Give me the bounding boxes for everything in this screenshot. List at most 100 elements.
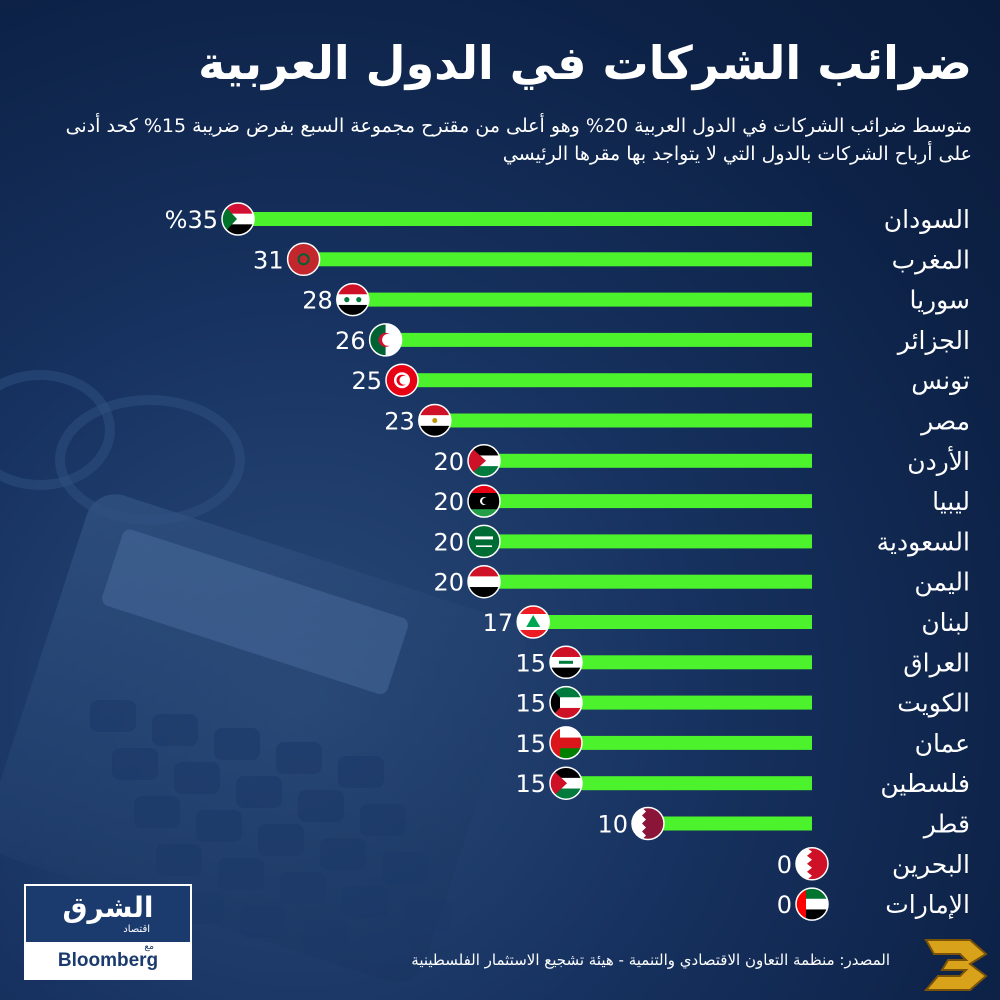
bar-row: اليمن 20 bbox=[433, 564, 970, 599]
morocco-flag bbox=[286, 242, 321, 277]
saudi-flag bbox=[467, 524, 501, 559]
yemen-flag bbox=[467, 564, 501, 599]
value-label: 23 bbox=[384, 408, 415, 436]
asharq-bloomberg-logo: الشرق اقتصاد مع Bloomberg bbox=[24, 884, 192, 980]
calculator-key bbox=[280, 872, 326, 904]
bar bbox=[434, 413, 812, 428]
calculator-key bbox=[218, 858, 264, 890]
corner-brand-icon bbox=[923, 939, 988, 991]
algeria-flag bbox=[368, 323, 403, 357]
category-label: مصر bbox=[919, 407, 970, 436]
bar-row: العراق 15 bbox=[515, 645, 970, 680]
calculator-key bbox=[342, 886, 388, 918]
calculator-key bbox=[338, 756, 384, 788]
value-label: 31 bbox=[253, 246, 284, 274]
value-label: 0 bbox=[777, 851, 792, 879]
logo-sub-text: اقتصاد bbox=[123, 924, 150, 935]
bar bbox=[566, 735, 812, 750]
bar-row: الإمارات 0 bbox=[777, 887, 970, 921]
bar bbox=[484, 494, 812, 509]
bar bbox=[566, 695, 812, 710]
qatar-flag bbox=[631, 806, 665, 841]
value-label: 10 bbox=[597, 811, 628, 839]
bar-row: قطر 10 bbox=[597, 806, 970, 841]
value-label: 15 bbox=[515, 770, 546, 798]
category-label: البحرين bbox=[892, 850, 970, 879]
calculator-key bbox=[156, 844, 202, 876]
bar bbox=[648, 816, 812, 831]
bar-row: السعودية 20 bbox=[433, 524, 970, 559]
value-label: 20 bbox=[433, 448, 464, 476]
value-label: 15 bbox=[515, 730, 546, 758]
libya-flag bbox=[467, 484, 501, 518]
calculator-key bbox=[112, 748, 158, 780]
category-label: الإمارات bbox=[885, 890, 970, 919]
logo-top-panel: الشرق اقتصاد bbox=[26, 886, 190, 942]
calculator-key bbox=[298, 790, 344, 822]
calculator-key bbox=[364, 934, 410, 966]
value-label: 20 bbox=[433, 528, 464, 556]
calculator-key bbox=[404, 900, 450, 932]
oman-flag bbox=[549, 726, 583, 760]
logo-partner-text: Bloomberg bbox=[57, 950, 159, 971]
syria-flag bbox=[336, 282, 370, 317]
calculator-key bbox=[214, 728, 260, 760]
calculator-key bbox=[236, 776, 282, 808]
calculator-key bbox=[90, 700, 136, 732]
calculator-key bbox=[196, 810, 242, 842]
bar-row: فلسطين 15 bbox=[515, 766, 970, 800]
calculator-key bbox=[276, 742, 322, 774]
bar-row: عمان 15 bbox=[515, 726, 970, 760]
category-label: اليمن bbox=[914, 568, 970, 597]
calculator-key bbox=[240, 906, 286, 938]
bahrain-flag bbox=[795, 847, 829, 881]
bar bbox=[566, 776, 812, 791]
category-label: ليبيا bbox=[932, 487, 970, 516]
jordan-flag bbox=[467, 444, 501, 478]
bar-row: لبنان 17 bbox=[483, 605, 970, 639]
lebanon-flag bbox=[516, 605, 550, 639]
calculator-key bbox=[302, 920, 348, 952]
logo-bottom-panel: مع Bloomberg bbox=[26, 942, 190, 978]
calculator-key bbox=[382, 852, 428, 884]
category-label: السودان bbox=[884, 205, 970, 234]
bar bbox=[484, 453, 812, 468]
value-label: 0 bbox=[777, 891, 792, 919]
bar bbox=[533, 615, 812, 629]
iraq-flag bbox=[549, 645, 583, 680]
page-title: ضرائب الشركات في الدول العربية bbox=[198, 36, 972, 90]
category-label: تونس bbox=[911, 366, 970, 395]
category-label: الأردن bbox=[907, 445, 970, 476]
category-label: العراق bbox=[903, 648, 970, 677]
bar-row: سوريا 28 bbox=[302, 282, 970, 317]
bar bbox=[352, 292, 812, 307]
value-label: 25 bbox=[351, 367, 382, 395]
value-label: 26 bbox=[335, 327, 366, 355]
page-subtitle: متوسط ضرائب الشركات في الدول العربية 20%… bbox=[65, 115, 972, 165]
calculator-key bbox=[360, 804, 406, 836]
tunisia-flag bbox=[385, 363, 419, 397]
category-label: الجزائر bbox=[896, 326, 970, 355]
bar-row: الجزائر 26 bbox=[335, 323, 970, 357]
category-label: الكويت bbox=[897, 689, 970, 718]
calculator-key bbox=[426, 948, 472, 980]
bar-row: الأردن 20 bbox=[433, 444, 970, 478]
calculator-key bbox=[258, 824, 304, 856]
value-label: %35 bbox=[165, 206, 218, 234]
palestine-flag bbox=[549, 766, 583, 800]
value-label: 20 bbox=[433, 569, 464, 597]
bar bbox=[484, 534, 812, 549]
sudan-flag bbox=[221, 202, 255, 236]
uae-flag bbox=[795, 887, 829, 921]
bar-row: الكويت 15 bbox=[515, 685, 970, 720]
bar bbox=[238, 212, 812, 226]
category-label: السعودية bbox=[877, 527, 970, 556]
bar bbox=[566, 655, 812, 670]
bar-row: السودان %35 bbox=[165, 202, 970, 236]
category-label: لبنان bbox=[921, 608, 970, 637]
bar-row: المغرب 31 bbox=[253, 242, 970, 277]
category-label: المغرب bbox=[892, 245, 970, 274]
calculator-key bbox=[174, 762, 220, 794]
